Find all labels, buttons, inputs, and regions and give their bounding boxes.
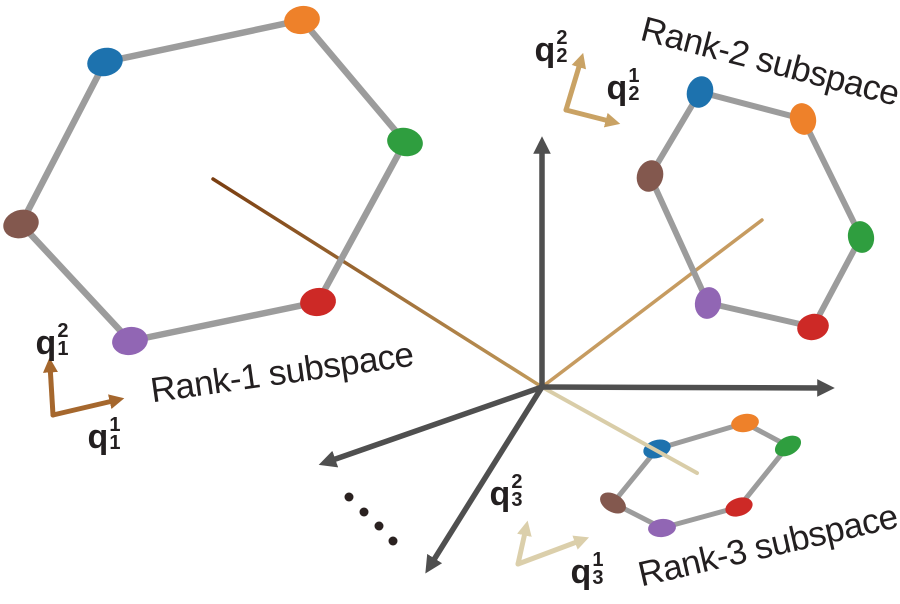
red-node — [300, 287, 336, 317]
brown-node — [636, 160, 664, 192]
axis-right — [541, 379, 835, 397]
brown-node — [3, 209, 39, 239]
q-base: q — [570, 553, 592, 591]
q-superscript: 1 — [109, 414, 121, 436]
axis-label-q1-1: q 1 1 — [87, 415, 121, 456]
q-subscript: 2 — [628, 83, 640, 106]
blue-node — [686, 76, 714, 108]
rank-2-hexagon — [636, 76, 875, 341]
q-indices: 1 1 — [109, 414, 121, 455]
q-base: q — [35, 324, 57, 362]
q-superscript: 1 — [628, 65, 640, 87]
orange-node — [789, 103, 817, 135]
ellipsis-dot — [388, 536, 398, 546]
q1-basis-arrow-2 — [50, 394, 125, 418]
q-indices: 1 3 — [592, 549, 604, 590]
axis-down-steep — [425, 385, 545, 574]
axis-label-q3-1: q 1 3 — [570, 550, 604, 591]
green-node — [847, 221, 875, 253]
rank-3-hexagon — [600, 413, 802, 538]
rank-1-hexagon — [3, 5, 423, 356]
purple-node — [694, 287, 722, 319]
rank-2-subspace-line — [540, 218, 764, 389]
green-node — [774, 435, 802, 457]
red-node — [797, 313, 829, 341]
q-subscript: 1 — [57, 338, 69, 361]
q-base: q — [489, 475, 511, 513]
purple-node — [112, 326, 148, 356]
q-indices: 2 3 — [511, 471, 523, 512]
q-indices: 1 2 — [628, 65, 640, 106]
rank-2-hexagon-edges — [647, 89, 864, 330]
q-indices: 2 2 — [556, 27, 568, 68]
q2-basis-arrow-2 — [563, 107, 621, 128]
ellipsis-dot — [344, 492, 354, 502]
q-subscript: 3 — [511, 489, 523, 512]
q2-basis-arrow-1 — [563, 52, 587, 113]
orange-node — [731, 413, 759, 433]
axis-label-q2-1: q 1 2 — [606, 66, 640, 107]
q-superscript: 1 — [592, 549, 604, 571]
axis-down-left — [318, 384, 543, 468]
q3-basis-arrow-2 — [515, 535, 590, 567]
blue-node — [87, 47, 123, 77]
q-subscript: 1 — [109, 432, 121, 455]
ellipsis-dot — [374, 521, 384, 531]
q-base: q — [606, 69, 628, 107]
ellipsis-dot — [359, 507, 369, 517]
green-node — [387, 127, 423, 157]
q-base: q — [87, 418, 109, 456]
q3-basis-arrow-1 — [515, 520, 532, 567]
purple-node — [648, 518, 676, 538]
q-base: q — [534, 31, 556, 69]
brown-node — [600, 492, 626, 514]
q-superscript: 2 — [511, 471, 523, 493]
q-superscript: 2 — [57, 320, 69, 342]
axis-label-q1-2: q 2 1 — [35, 321, 69, 362]
q-subscript: 3 — [592, 567, 604, 590]
orange-node — [284, 5, 320, 35]
q-superscript: 2 — [556, 27, 568, 49]
red-node — [725, 497, 753, 517]
rank-3-subspace-line — [540, 385, 699, 475]
q-indices: 2 1 — [57, 320, 69, 361]
axis-label-q3-2: q 2 3 — [489, 472, 523, 513]
rank-1-subspace-line — [211, 177, 544, 389]
q-subscript: 2 — [556, 45, 568, 68]
axis-label-q2-2: q 2 2 — [534, 28, 568, 69]
q1-basis-arrow-1 — [42, 357, 58, 418]
